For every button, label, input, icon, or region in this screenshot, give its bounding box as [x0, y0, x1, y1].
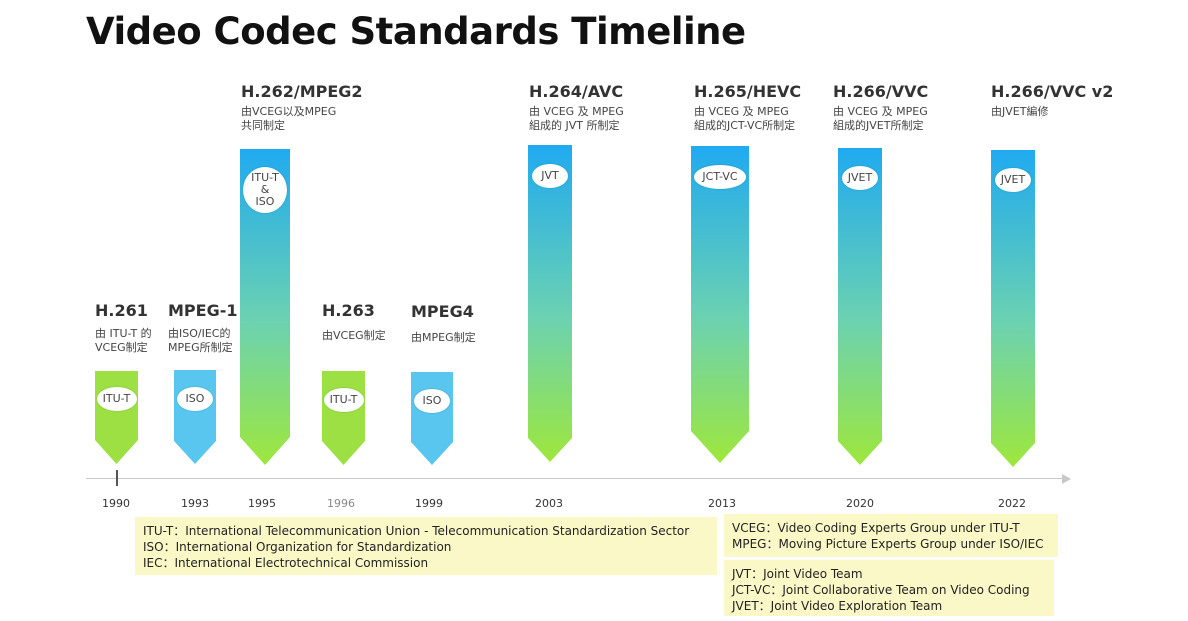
year-label: 1995 [248, 497, 276, 510]
year-label: 1996 [327, 497, 355, 510]
page-title: Video Codec Standards Timeline [86, 10, 746, 53]
standard-description: 由VCEG以及MPEG 共同制定 [241, 105, 337, 132]
organization-badge: ITU-T [96, 387, 137, 411]
standard-bar [174, 370, 216, 464]
standard-description: 由 VCEG 及 MPEG 組成的 JVT 所制定 [529, 105, 624, 132]
legend-line: ITU-T：International Telecommunication Un… [143, 524, 690, 538]
standard-bar-shape [174, 370, 216, 464]
standard-bar [991, 150, 1035, 467]
standard-bar-shape [95, 371, 138, 464]
axis-arrow-icon [1062, 474, 1071, 484]
year-label: 1990 [102, 497, 130, 510]
legend-line: JVT：Joint Video Team [732, 567, 863, 581]
organization-badge: JVT [532, 164, 568, 188]
organization-badge: JVET [995, 168, 1031, 192]
standard-bar [838, 148, 882, 465]
organization-badge: ISO [414, 389, 450, 413]
year-label: 2013 [708, 497, 736, 510]
legend-line: JVET：Joint Video Exploration Team [732, 599, 943, 613]
standard-description: 由 VCEG 及 MPEG 組成的JVET所制定 [833, 105, 928, 132]
standard-bar-shape [991, 150, 1035, 467]
legend-line: MPEG：Moving Picture Experts Group under … [732, 537, 1044, 551]
standard-name: H.263 [322, 301, 375, 320]
standard-name: H.265/HEVC [694, 82, 802, 101]
legend-line: VCEG：Video Coding Experts Group under IT… [732, 521, 1020, 535]
standard-name: H.264/AVC [529, 82, 624, 101]
year-label: 2003 [535, 497, 563, 510]
legend-line: ISO：International Organization for Stand… [143, 540, 452, 554]
standard-bar-shape [411, 372, 453, 465]
standard-bar-shape [528, 145, 572, 462]
standard-description: 由 ITU-T 的 VCEG制定 [95, 327, 152, 354]
standard-description: 由VCEG制定 [322, 329, 386, 342]
standard-description: 由JVET編修 [991, 105, 1049, 118]
standard-bar [95, 371, 138, 464]
standard-description: 由 VCEG 及 MPEG 組成的JCT-VC所制定 [694, 105, 796, 132]
legend-teams: JVT：Joint Video Team JCT-VC：Joint Collab… [724, 560, 1054, 616]
standard-bar-shape [838, 148, 882, 465]
year-label: 1993 [181, 497, 209, 510]
standard-description: 由ISO/IEC的 MPEG所制定 [168, 327, 233, 354]
standard-bar-shape [691, 146, 749, 463]
standard-bar [240, 149, 290, 465]
standard-name: H.266/VVC v2 [991, 82, 1114, 101]
year-label: 2022 [998, 497, 1026, 510]
standard-bar [528, 145, 572, 462]
standard-name: H.262/MPEG2 [241, 82, 363, 101]
standard-bar [322, 371, 365, 465]
standard-name: MPEG4 [411, 302, 474, 321]
axis-start-tick [116, 470, 118, 486]
organization-badge: JCT-VC [694, 165, 746, 189]
standard-bar [691, 146, 749, 463]
standard-bar [411, 372, 453, 465]
organization-badge: ISO [177, 387, 213, 411]
year-label: 2020 [846, 497, 874, 510]
organization-badge: ITU-T & ISO [243, 167, 287, 213]
year-label: 1999 [415, 497, 443, 510]
organization-badge: ITU-T [323, 388, 364, 412]
timeline-axis [86, 478, 1064, 479]
standard-name: H.261 [95, 301, 148, 320]
standard-name: MPEG-1 [168, 301, 238, 320]
standard-description: 由MPEG制定 [411, 331, 476, 344]
legend-line: JCT-VC：Joint Collaborative Team on Video… [732, 583, 1030, 597]
legend-organizations: ITU-T：International Telecommunication Un… [135, 517, 717, 575]
standard-bar-shape [322, 371, 365, 465]
organization-badge: JVET [842, 166, 878, 190]
legend-groups: VCEG：Video Coding Experts Group under IT… [724, 514, 1058, 557]
standard-bar-shape [240, 149, 290, 465]
legend-line: IEC：International Electrotechnical Commi… [143, 556, 429, 570]
standard-name: H.266/VVC [833, 82, 929, 101]
